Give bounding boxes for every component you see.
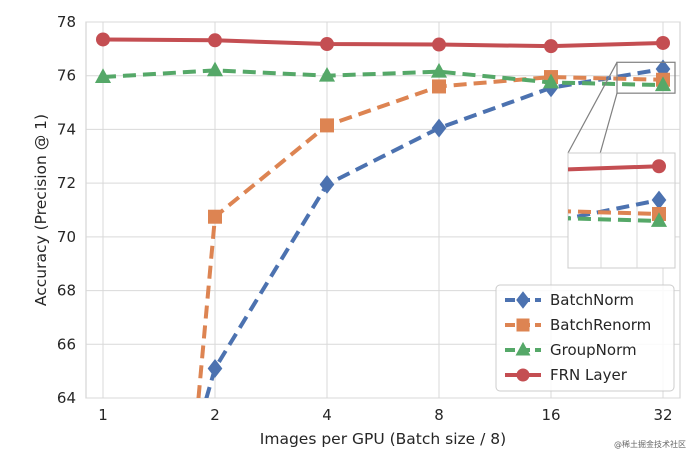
watermark: @稀土掘金技术社区 [614,440,686,449]
y-tick-label: 68 [57,282,76,300]
legend-box [495,284,675,392]
y-axis-label: Accuracy (Precision @ 1) [32,114,50,306]
series-line-groupnorm [102,68,664,88]
point-batchrenorm [432,79,446,94]
point-groupnorm [206,61,224,77]
point-frn-layer [544,39,558,54]
point-frn-layer [656,35,670,50]
legend-label-groupnorm: GroupNorm [550,341,637,359]
x-tick-label: 4 [322,406,332,424]
legend-marker-frn-layer [516,368,530,382]
point-groupnorm [430,62,448,78]
point-batchnorm [431,118,447,138]
inset-point-batchnorm [651,190,667,210]
point-frn-layer [208,33,222,48]
legend-marker-groupnorm [515,341,531,356]
zoom-connector [567,62,618,154]
y-tick-label: 74 [57,120,76,138]
legend-marker-batchnorm [516,291,530,309]
point-groupnorm [94,68,112,84]
point-frn-layer [96,32,110,47]
inset-line-batchrenorm [568,209,660,216]
point-frn-layer [320,37,334,52]
point-batchrenorm [208,209,222,224]
point-groupnorm [654,76,672,92]
point-groupnorm [318,66,336,82]
legend-label-frn-layer: FRN Layer [550,366,628,384]
x-axis-label: Images per GPU (Batch size / 8) [260,430,506,448]
x-tick-label: 32 [653,406,672,424]
y-tick-label: 70 [57,228,76,246]
inset-plot [568,153,675,268]
x-tick-label: 8 [434,406,444,424]
point-batchrenorm [320,118,334,133]
y-tick-label: 76 [57,67,76,85]
y-tick-label: 66 [57,335,76,353]
plot-area [94,32,672,398]
x-tick-label: 1 [98,406,108,424]
x-tick-label: 2 [210,406,220,424]
inset-point-groupnorm [650,212,668,227]
series-line-batchrenorm [196,75,664,398]
legend-label-batchnorm: BatchNorm [550,291,634,309]
x-tick-label: 16 [541,406,560,424]
point-batchnorm [207,359,223,378]
point-batchnorm [319,175,335,194]
inset-line-frn-layer [568,164,660,172]
legend-label-batchrenorm: BatchRenorm [550,316,651,334]
inset-point-frn-layer [652,159,666,174]
zoom-inset [567,61,676,269]
y-tick-label: 78 [57,13,76,31]
y-tick-label: 64 [57,389,76,407]
series-line-frn-layer [102,37,664,49]
inset-line-groupnorm [568,216,660,223]
legend[interactable]: BatchNorm BatchRenorm GroupNorm FRN Layer [495,284,675,392]
legend-marker-batchrenorm [516,318,530,332]
tick-labels: 64 66 68 70 72 74 76 78 1 2 4 8 16 32 [57,13,673,424]
zoom-region-box [616,61,676,94]
point-groupnorm [542,73,560,89]
y-tick-label: 72 [57,174,76,192]
point-frn-layer [432,37,446,52]
